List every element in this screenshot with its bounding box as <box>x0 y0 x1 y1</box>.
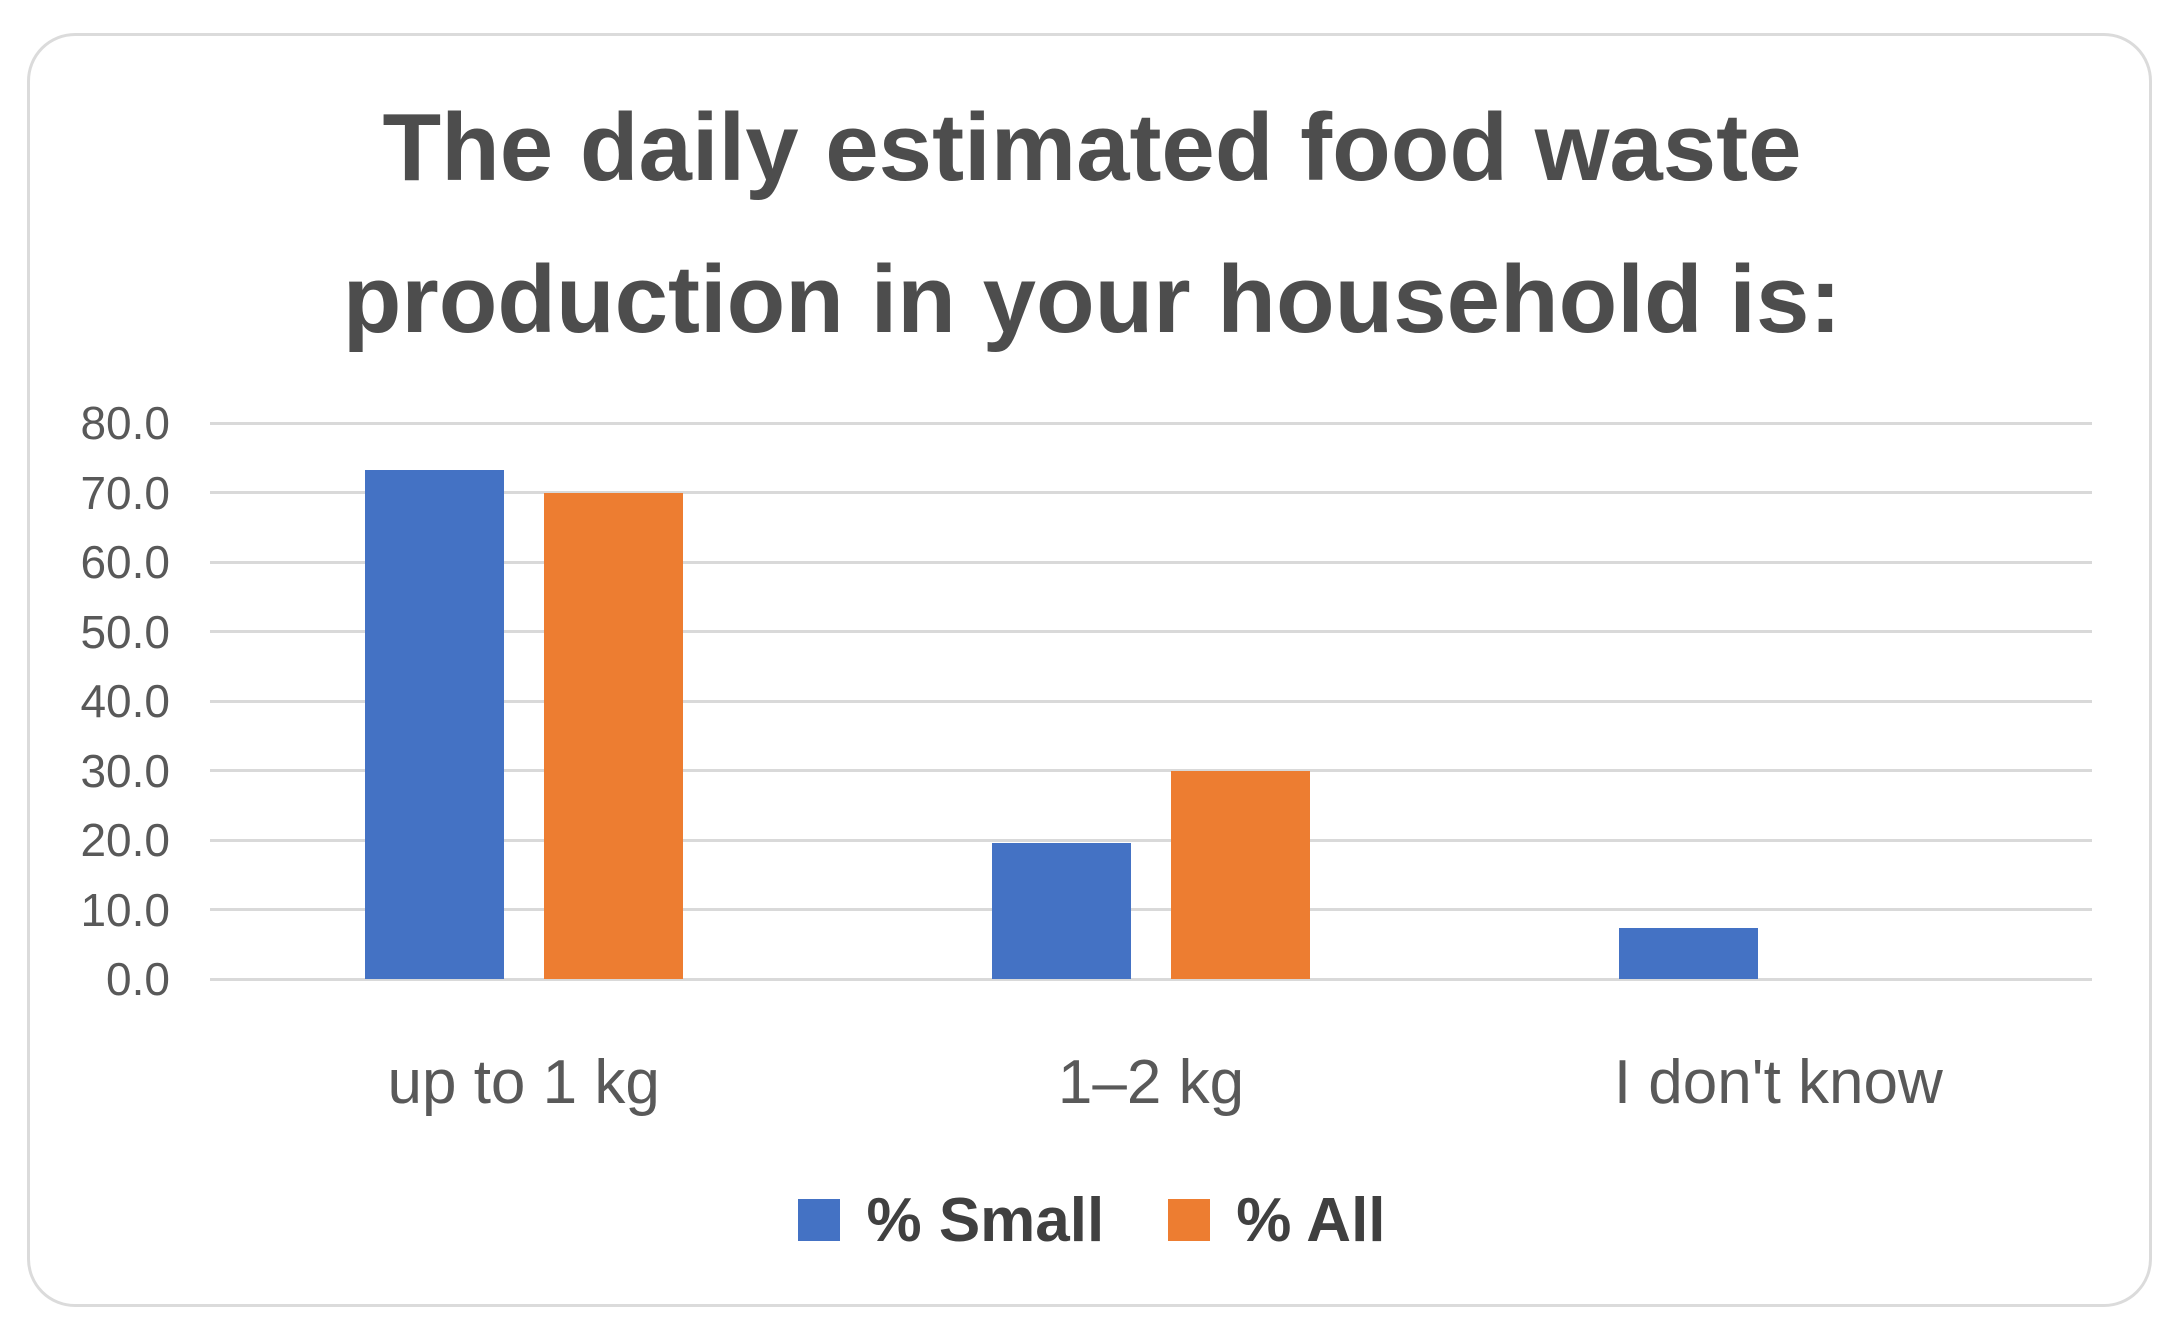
gridline-60 <box>210 560 2092 564</box>
gridline-0 <box>210 977 2092 981</box>
x-axis-category-label-i-don-t-know: I don't know <box>1613 1048 1943 1117</box>
gridline-20 <box>210 838 2092 842</box>
legend-label-all: % All <box>1236 1185 1386 1255</box>
y-axis-tick-label-50: 50.0 <box>80 605 170 658</box>
x-axis-category-label-1-2-kg: 1–2 kg <box>1057 1048 1245 1117</box>
legend-swatch-all <box>1168 1199 1211 1241</box>
chart-title-line-2: production in your household is: <box>342 246 1842 353</box>
all-bar-up-to-1-kg <box>543 492 683 979</box>
gridline-70 <box>210 491 2092 494</box>
gridline-50 <box>210 630 2092 633</box>
legend-item-small: % Small <box>798 1185 1104 1256</box>
y-axis-tick-label-80: 80.0 <box>80 397 170 449</box>
legend-item-all: % All <box>1168 1185 1386 1256</box>
y-axis-tick-label-40: 40.0 <box>80 675 170 727</box>
chart-title-line-1: The daily estimated food waste <box>382 94 1802 201</box>
gridline-40 <box>210 699 2092 703</box>
legend-label-small: % Small <box>866 1185 1105 1255</box>
y-axis-tick-label-20: 20.0 <box>80 814 170 866</box>
gridline-10 <box>210 908 2092 911</box>
all-bar-1-2-kg <box>1171 770 1310 979</box>
y-axis-tick-label-10: 10.0 <box>80 883 170 936</box>
y-axis-tick-label-60: 60.0 <box>80 536 170 588</box>
chart-title: The daily estimated food waste productio… <box>0 72 2184 376</box>
legend: % Small % All <box>0 1178 2184 1262</box>
legend-swatch-small <box>798 1199 841 1241</box>
x-axis-category-label-up-to-1-kg: up to 1 kg <box>387 1048 660 1117</box>
small-bar-i-don-t-know <box>1619 928 1759 979</box>
gridline-30 <box>210 769 2092 772</box>
y-axis-tick-label-0: 0.0 <box>106 953 170 1005</box>
y-axis-tick-label-70: 70.0 <box>80 466 170 519</box>
small-bar-1-2-kg <box>992 843 1131 979</box>
small-bar-up-to-1-kg <box>364 469 504 979</box>
y-axis-tick-label-30: 30.0 <box>80 744 170 797</box>
gridline-80 <box>210 421 2092 425</box>
